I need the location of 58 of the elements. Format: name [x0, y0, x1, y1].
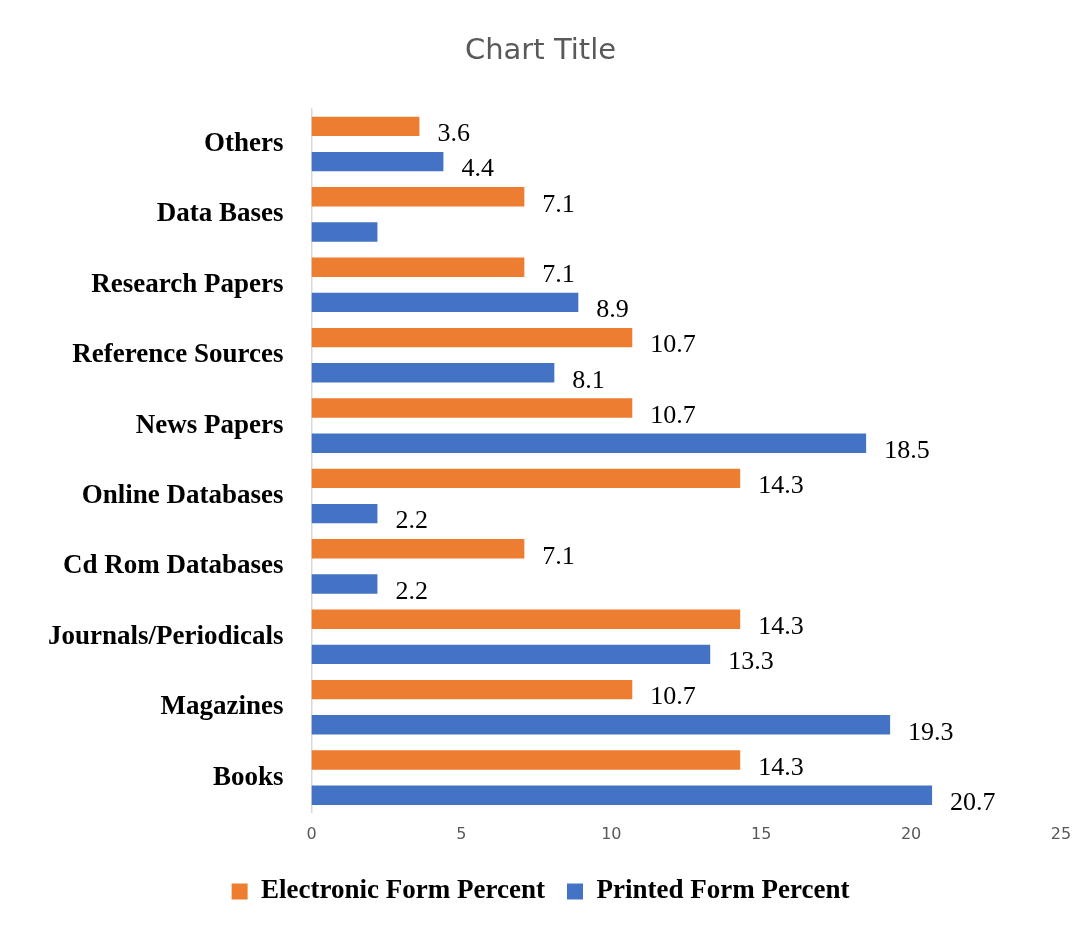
data-label: 2.2: [395, 575, 428, 605]
data-label: 10.7: [650, 681, 696, 711]
data-label: 8.1: [572, 364, 605, 394]
bar: [311, 151, 444, 172]
y-tick-label: Research Papers: [91, 267, 284, 298]
bar: [311, 116, 420, 137]
y-tick-label: Magazines: [160, 690, 284, 721]
x-tick-label: 25: [1050, 823, 1072, 843]
x-tick-label: 0: [306, 823, 317, 843]
y-tick-label: Others: [204, 126, 284, 157]
data-label: 14.3: [758, 611, 804, 641]
y-tick-label: Cd Rom Databases: [62, 549, 284, 580]
data-label: 3.6: [437, 118, 470, 148]
x-tick-label: 20: [900, 823, 922, 843]
data-label: 13.3: [728, 646, 774, 676]
bar: [311, 257, 525, 277]
data-label: 18.5: [884, 435, 930, 465]
bar: [311, 609, 741, 629]
bar: [311, 292, 579, 313]
data-label: 14.3: [758, 470, 804, 500]
data-label: 2.2: [395, 505, 428, 535]
bar: [311, 468, 741, 489]
y-tick-label: Data Bases: [156, 197, 284, 228]
data-label: 10.7: [650, 329, 696, 359]
bar: [311, 327, 633, 348]
bar: [311, 363, 555, 383]
y-tick-label: Online Databases: [81, 478, 284, 509]
x-tick-label: 5: [456, 823, 467, 843]
bar: [311, 785, 933, 805]
bar: [311, 644, 711, 665]
data-label: 20.7: [950, 787, 996, 817]
data-label: 7.1: [542, 259, 575, 289]
legend-label: Printed Form Percent: [596, 874, 850, 905]
y-tick-label: News Papers: [135, 408, 284, 439]
bar: [311, 503, 378, 524]
data-label: 14.3: [758, 751, 804, 781]
x-tick-label: 15: [751, 823, 772, 843]
bar: [311, 222, 378, 242]
y-tick-label: Reference Sources: [72, 338, 284, 369]
bar: [311, 433, 867, 453]
bar: [311, 679, 633, 700]
bar: [311, 715, 891, 735]
bar: [311, 187, 525, 207]
data-label: 7.1: [542, 540, 575, 570]
bar: [311, 398, 633, 418]
bar: [311, 574, 378, 594]
legend-label: Electronic Form Percent: [261, 874, 545, 905]
data-label: 4.4: [461, 153, 494, 183]
data-label: 8.9: [596, 294, 629, 324]
bar: [311, 539, 525, 559]
data-label: 19.3: [908, 716, 954, 746]
y-tick-label: Books: [212, 760, 284, 791]
chart-title: Chart Title: [464, 31, 617, 66]
x-tick-label: 10: [601, 823, 622, 843]
data-label: 7.1: [542, 188, 575, 218]
bar: [311, 750, 741, 770]
y-tick-label: Journals/Periodicals: [48, 619, 284, 650]
data-label: 10.7: [650, 399, 696, 429]
